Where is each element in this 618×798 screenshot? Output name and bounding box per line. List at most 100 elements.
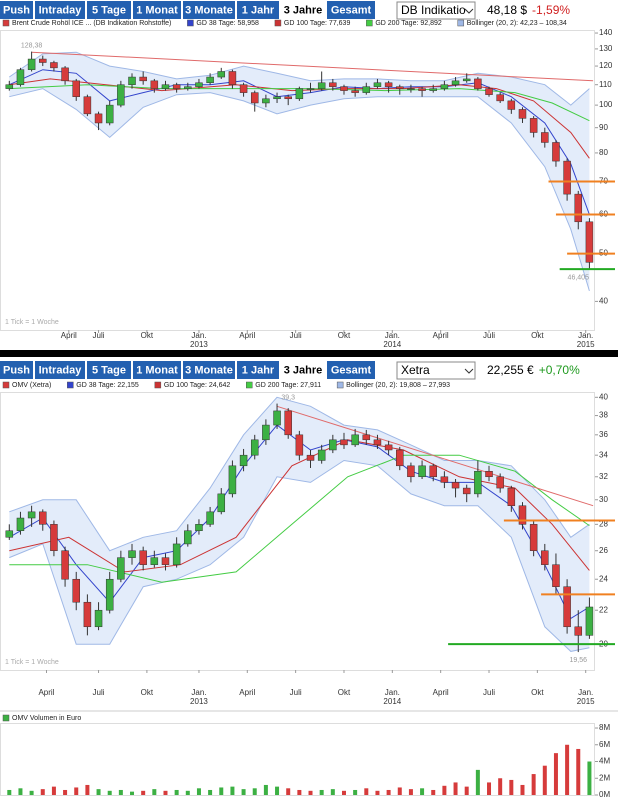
- toolbar-button[interactable]: [87, 361, 131, 379]
- toolbar-button[interactable]: [87, 1, 131, 19]
- volume-bar: [141, 790, 146, 795]
- toolbar-button[interactable]: [327, 1, 375, 19]
- y-tick-label: 36: [599, 430, 608, 439]
- x-tick-label: Okt: [141, 331, 154, 340]
- candle-body: [585, 221, 594, 263]
- toolbar-button[interactable]: [327, 361, 375, 379]
- x-tick-label: Jan.: [578, 688, 593, 697]
- legend-label: Brent Crude Rohöl ICE ... (DB Indikation…: [12, 20, 171, 27]
- button-label: 1 Monat: [136, 4, 178, 16]
- moving-average: [9, 454, 590, 583]
- x-tick-label: Okt: [338, 688, 351, 697]
- button-label: 3 Jahre: [284, 4, 323, 16]
- candle-body: [83, 601, 92, 628]
- bollinger-lower: [9, 459, 590, 652]
- x-tick-year: 2014: [383, 340, 401, 349]
- legend-label: GD 100 Tage: 24,642: [164, 382, 231, 389]
- y-tick-label: 90: [599, 123, 608, 132]
- price-change: -1,59%: [532, 3, 570, 17]
- volume-bar: [431, 789, 436, 795]
- volume-bar: [475, 769, 480, 795]
- candle-body: [94, 609, 103, 628]
- x-tick-label: Jan.: [191, 688, 206, 697]
- volume-bar: [74, 787, 79, 795]
- volume-bar: [397, 787, 402, 795]
- candle-body: [574, 193, 583, 223]
- y-tick-label: 0M: [599, 790, 610, 798]
- candle-body: [239, 454, 248, 467]
- volume-bar: [420, 788, 425, 795]
- toolbar-button[interactable]: [133, 361, 181, 379]
- candle-body: [340, 439, 348, 446]
- x-tick-year: 2014: [383, 697, 401, 706]
- toolbar-button[interactable]: [183, 361, 235, 379]
- volume-bar: [297, 789, 302, 795]
- toolbar-button[interactable]: [281, 1, 325, 19]
- volume-bar: [7, 789, 12, 795]
- toolbar-button[interactable]: [35, 1, 85, 19]
- candle-body: [172, 84, 181, 89]
- volume-bar: [308, 790, 313, 795]
- candle-body: [585, 606, 594, 636]
- candle-body: [50, 524, 58, 551]
- toolbar-button[interactable]: [183, 1, 235, 19]
- y-tick-label: 80: [599, 148, 608, 157]
- y-tick-label: 140: [599, 28, 613, 37]
- candle-body: [362, 86, 371, 93]
- toolbar-button[interactable]: [133, 1, 181, 19]
- x-tick-label: Juli: [290, 331, 302, 340]
- candle-body: [529, 524, 538, 551]
- candle-body: [552, 142, 560, 162]
- legend-swatch: [2, 381, 10, 389]
- x-tick-label: Juli: [290, 688, 302, 697]
- volume-bar: [63, 789, 68, 795]
- y-tick-label: 120: [599, 61, 613, 70]
- legend-swatch: [246, 381, 253, 389]
- plot: [7, 744, 592, 795]
- toolbar-button[interactable]: [237, 361, 279, 379]
- x-tick-label: Okt: [338, 331, 351, 340]
- instrument-dropdown[interactable]: [396, 1, 476, 20]
- toolbar-button[interactable]: [0, 361, 33, 379]
- candle-body: [329, 439, 337, 451]
- candle-body: [27, 58, 36, 70]
- legend-label: GD 38 Tage: 58,958: [196, 20, 259, 27]
- candle-body: [217, 493, 226, 513]
- candle-body: [83, 96, 92, 115]
- legend-label: OMV (Xetra): [12, 382, 51, 389]
- candle-body: [50, 62, 58, 69]
- annotation: 128,38: [21, 42, 43, 49]
- candle-body: [396, 449, 404, 467]
- candle-body: [451, 482, 460, 489]
- toolbar-button[interactable]: [237, 1, 279, 19]
- x-tick-label: April: [433, 331, 449, 340]
- toolbar-button[interactable]: [281, 361, 325, 379]
- button-label: Gesamt: [331, 4, 372, 16]
- candle-body: [507, 100, 516, 110]
- trendline: [276, 405, 594, 507]
- candle-body: [150, 557, 159, 565]
- instrument-dropdown[interactable]: [396, 361, 476, 380]
- legend-swatch: [187, 19, 194, 27]
- candle-body: [284, 410, 292, 436]
- button-label: 5 Tage: [92, 364, 126, 376]
- candle-body: [239, 84, 248, 93]
- candle-body: [61, 550, 69, 580]
- toolbar-button[interactable]: [35, 361, 85, 379]
- x-tick-label: Jan.: [385, 331, 400, 340]
- legend-swatch: [2, 714, 10, 722]
- annotation: 46,405: [568, 274, 590, 281]
- volume-bar: [51, 786, 56, 795]
- candle-body: [462, 487, 471, 495]
- x-tick-label: Okt: [531, 331, 544, 340]
- legend-swatch: [2, 19, 10, 27]
- legend-swatch: [67, 381, 74, 389]
- x-tick-label: April: [433, 688, 449, 697]
- button-label: Intraday: [39, 364, 83, 376]
- button-label: Intraday: [39, 4, 83, 16]
- toolbar-button[interactable]: [0, 1, 33, 19]
- x-tick-label: Juli: [483, 331, 495, 340]
- plot-area: [0, 723, 595, 796]
- x-tick-year: 2013: [190, 697, 208, 706]
